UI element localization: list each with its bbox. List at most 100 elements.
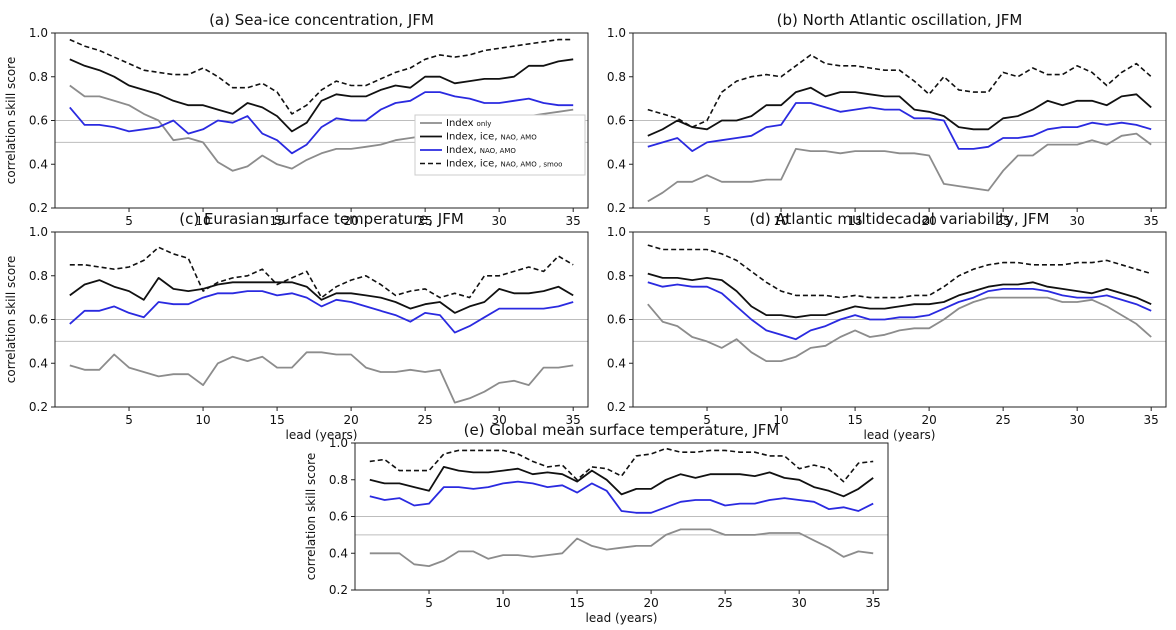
legend-entry-small: NAO, AMO , smoo <box>501 161 563 169</box>
y-tick-label: 0.4 <box>329 546 348 560</box>
x-tick-label: 15 <box>847 413 862 427</box>
y-axis-label: correlation skill score <box>4 256 18 383</box>
chart-a: (a) Sea-ice concentration, JFM 0.2 0.4 0.6 0… <box>4 11 589 228</box>
y-tick-label: 0.4 <box>29 157 48 171</box>
series-line-blue <box>647 281 1152 341</box>
y-tick-label: 0.8 <box>29 269 48 283</box>
x-tick-label: 30 <box>1070 214 1085 228</box>
legend-entry-small: only <box>477 120 492 128</box>
x-tick-label: 35 <box>1144 413 1159 427</box>
x-tick-label: 10 <box>495 596 510 610</box>
legend-entry: Index only <box>446 118 491 129</box>
series-line-dashed <box>369 447 874 483</box>
x-tick-label: 15 <box>269 413 284 427</box>
series-line-black <box>69 276 574 314</box>
legend-entry-main: Index, <box>446 145 477 156</box>
legend-entry: Index, NAO, AMO <box>446 145 516 156</box>
x-tick-label: 20 <box>343 214 358 228</box>
y-tick-label: 0.6 <box>29 313 48 327</box>
series-line-dashed <box>647 54 1152 128</box>
y-tick-label: 0.2 <box>607 400 626 414</box>
y-tick-label: 1.0 <box>607 26 626 40</box>
chart-b: (b) North Atlantic oscillation, JFM 0.2 0.… <box>607 11 1167 228</box>
y-tick-label: 0.2 <box>29 400 48 414</box>
x-tick-label: 10 <box>195 413 210 427</box>
legend-entry-main: Index, ice, <box>446 132 498 143</box>
legend-entry-small: NAO, AMO <box>501 134 538 142</box>
x-tick-label: 5 <box>703 413 711 427</box>
series-line-blue <box>369 480 874 514</box>
x-tick-label: 30 <box>1070 413 1085 427</box>
x-tick-label: 20 <box>643 596 658 610</box>
y-tick-label: 0.8 <box>607 70 626 84</box>
y-tick-label: 0.2 <box>329 583 348 597</box>
x-tick-label: 35 <box>866 596 881 610</box>
x-tick-label: 5 <box>425 596 433 610</box>
x-tick-label: 10 <box>773 413 788 427</box>
legend-entry-main: Index, ice, <box>446 159 498 170</box>
y-axis-label: correlation skill score <box>304 453 318 580</box>
chart-title: (c) Eurasian surface temperature, JFM <box>179 210 464 228</box>
y-tick-label: 0.6 <box>29 114 48 128</box>
x-tick-label: 30 <box>792 596 807 610</box>
x-axis-label: lead (years) <box>286 428 358 442</box>
x-tick-label: 5 <box>125 413 133 427</box>
series-line-black <box>647 86 1152 137</box>
x-tick-label: 35 <box>1144 214 1159 228</box>
x-axis-label: lead (years) <box>864 428 936 442</box>
y-axis-label: correlation skill score <box>4 57 18 184</box>
x-axis-label: lead (years) <box>586 611 658 625</box>
legend-entry: Index, ice, NAO, AMO <box>446 132 537 143</box>
series-line-black <box>647 272 1152 319</box>
series-line-blue <box>69 290 574 334</box>
chart-title: (b) North Atlantic oscillation, JFM <box>777 11 1023 29</box>
x-tick-label: 25 <box>995 413 1010 427</box>
x-tick-label: 25 <box>417 214 432 228</box>
x-tick-label: 35 <box>566 214 581 228</box>
series-line-dashed <box>69 38 574 115</box>
x-tick-label: 30 <box>492 214 507 228</box>
chart-title: (a) Sea-ice concentration, JFM <box>209 11 434 29</box>
chart-title: (e) Global mean surface temperature, JFM <box>464 421 780 439</box>
y-tick-label: 1.0 <box>607 225 626 239</box>
series-line-gray <box>369 528 874 567</box>
x-tick-label: 15 <box>569 596 584 610</box>
chart-title: (d) Atlantic multidecadal variability, J… <box>750 210 1050 228</box>
chart-e: (e) Global mean surface temperature, JFM… <box>304 421 889 625</box>
y-tick-label: 0.8 <box>29 70 48 84</box>
x-tick-label: 25 <box>995 214 1010 228</box>
series-line-blue <box>647 102 1152 153</box>
series-line-gray <box>647 296 1152 363</box>
legend-entry: Index, ice, NAO, AMO , smoo <box>446 159 562 170</box>
y-tick-label: 0.2 <box>29 201 48 215</box>
chart-c: (c) Eurasian surface temperature, JFM 0.2… <box>4 210 589 442</box>
series-line-dashed <box>647 244 1152 299</box>
x-tick-label: 15 <box>847 214 862 228</box>
legend-box <box>414 114 586 176</box>
y-tick-label: 0.6 <box>607 313 626 327</box>
x-tick-label: 20 <box>921 214 936 228</box>
x-tick-label: 30 <box>492 413 507 427</box>
y-tick-label: 0.4 <box>607 157 626 171</box>
y-tick-label: 0.8 <box>607 269 626 283</box>
x-tick-label: 15 <box>269 214 284 228</box>
x-tick-label: 10 <box>195 214 210 228</box>
x-tick-label: 5 <box>703 214 711 228</box>
y-tick-label: 0.4 <box>29 356 48 370</box>
x-tick-label: 35 <box>566 413 581 427</box>
x-tick-label: 25 <box>717 596 732 610</box>
y-tick-label: 1.0 <box>29 225 48 239</box>
series-line-dashed <box>69 246 574 299</box>
series-line-gray <box>647 132 1152 203</box>
y-tick-label: 0.6 <box>329 510 348 524</box>
y-tick-label: 0.2 <box>607 201 626 215</box>
x-tick-label: 20 <box>343 413 358 427</box>
series-line-black <box>369 465 874 498</box>
series-line-blue <box>69 91 574 155</box>
x-tick-label: 25 <box>417 413 432 427</box>
series-line-gray <box>69 351 574 404</box>
legend-entry-main: Index <box>446 118 474 129</box>
y-tick-label: 0.8 <box>329 473 348 487</box>
